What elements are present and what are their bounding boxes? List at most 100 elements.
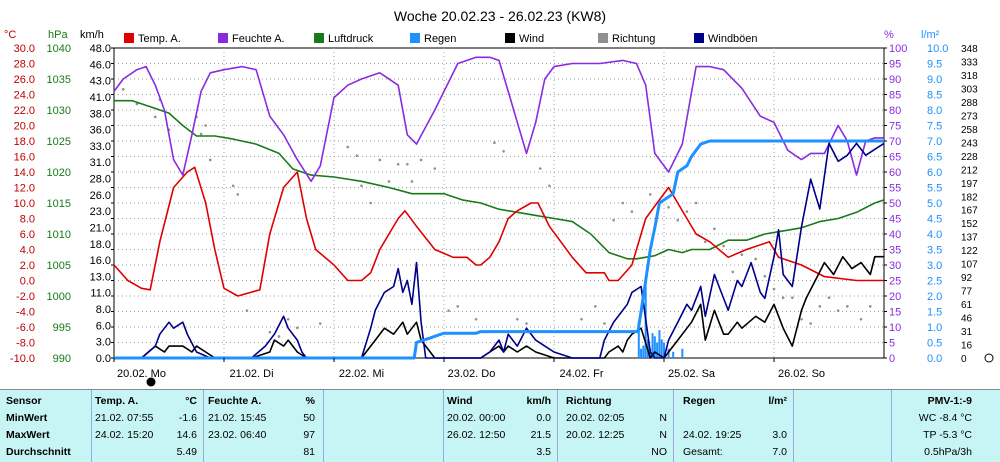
pressure-axis-tick-10: 1040 — [47, 43, 71, 55]
direction-axis-tick-11: 167 — [961, 206, 978, 217]
direction-axis-tick-6: 92 — [961, 273, 973, 284]
direction-axis-tick-3: 46 — [961, 314, 973, 325]
direction-axis-tick-0: 0 — [961, 354, 967, 365]
humidity-axis-tick-4: 20 — [889, 291, 901, 303]
x-label-4: 24.02. Fr — [559, 368, 603, 380]
legend-swatch-5 — [598, 33, 608, 43]
temp-axis-tick-12: 14.0 — [14, 167, 35, 179]
rain-axis-tick-8: 4.0 — [927, 229, 942, 241]
moon-phase-icon — [146, 377, 156, 387]
temp-axis-tick-5: 0.0 — [20, 276, 35, 288]
direction-dot-41 — [621, 201, 625, 205]
stats-humidity-max-time: 23.02. 06:40 — [208, 429, 267, 441]
stats-col-sensor: Sensor MinWert MaxWert Durchschnitt — [0, 390, 92, 462]
direction-axis-tick-22: 333 — [961, 57, 978, 68]
direction-dot-25 — [410, 180, 414, 183]
pressure-axis-tick-0: 990 — [53, 353, 71, 365]
stats-col-wind: Wind km/h 20.02. 00:00 0.0 26.02. 12:50 … — [444, 390, 558, 462]
rain-axis-tick-20: 10.0 — [927, 43, 948, 55]
rain-bar-11 — [663, 342, 665, 358]
direction-dot-35 — [538, 167, 542, 170]
humidity-axis-tick-7: 35 — [889, 245, 901, 257]
direction-dot-32 — [502, 150, 505, 153]
wind-axis-tick-19: 48.0 — [90, 43, 111, 55]
rain-bar-12 — [667, 348, 670, 358]
chart-title: Woche 20.02.23 - 26.02.23 (KW8) — [394, 8, 606, 24]
stats-wind-avg-value: 3.5 — [536, 446, 551, 458]
humidity-axis-unit: % — [884, 29, 894, 41]
humidity-axis-tick-11: 55 — [889, 183, 901, 195]
x-label-1: 21.02. Di — [229, 368, 273, 380]
series-line-regen — [114, 139, 884, 360]
legend-label-6: Windböen — [708, 33, 758, 45]
direction-axis-tick-5: 77 — [961, 287, 973, 298]
direction-dot-33 — [516, 317, 519, 321]
stats-direction-avg-value: NO — [651, 446, 667, 458]
stats-windchill: WC -8.4 °C — [918, 412, 972, 424]
direction-dot-6 — [199, 132, 203, 136]
humidity-axis-tick-19: 95 — [889, 59, 901, 71]
direction-dot-40 — [612, 218, 615, 222]
legend-swatch-6 — [694, 33, 704, 43]
direction-dot-37 — [580, 317, 583, 321]
x-axis-labels: 20.02. Mo 21.02. Di 22.02. Mi 23.02. Do 24.0… — [113, 358, 825, 380]
stats-temp-min-time: 21.02. 07:55 — [95, 412, 154, 424]
wind-axis-unit: km/h — [80, 29, 104, 41]
direction-axis-tick-20: 303 — [961, 84, 978, 95]
wind-axis-tick-14: 36.0 — [90, 125, 111, 137]
rain-axis-tick-18: 9.0 — [927, 74, 942, 86]
direction-dot-7 — [204, 124, 207, 127]
direction-dot-56 — [781, 296, 785, 300]
rain-axis-tick-16: 8.0 — [927, 105, 942, 117]
direction-axis-tick-21: 318 — [961, 71, 978, 82]
direction-dot-54 — [763, 274, 767, 278]
x-label-3: 23.02. Do — [448, 368, 496, 380]
rain-bar-6 — [651, 333, 654, 358]
stats-rain-header: Regen — [683, 395, 716, 407]
wind-axis-tick-1: 3.0 — [96, 337, 111, 349]
direction-dot-23 — [396, 162, 400, 166]
legend: Temp. A. Feuchte A. Luftdruck Regen Wind Rich… — [124, 33, 758, 45]
stats-col-humidity: Feuchte A. % 21.02. 15:45 50 23.02. 06:4… — [204, 390, 324, 462]
direction-dot-50 — [722, 244, 725, 248]
x-label-5: 25.02. Sa — [668, 368, 716, 380]
stats-rain-total-label: Gesamt: — [683, 446, 723, 458]
direction-dot-65 — [868, 305, 872, 308]
stats-temp-avg-value: 5.49 — [176, 446, 197, 458]
series-line-luftdruck — [114, 99, 885, 260]
direction-axis-tick-13: 197 — [961, 179, 978, 190]
humidity-axis-tick-6: 30 — [889, 260, 901, 272]
pressure-axis-tick-8: 1030 — [47, 105, 71, 117]
direction-dot-10 — [236, 193, 240, 196]
stats-temp-header: Temp. A. — [95, 395, 139, 407]
rain-axis-tick-6: 3.0 — [927, 260, 942, 272]
x-label-0: 20.02. Mo — [117, 368, 166, 380]
direction-dot-15 — [296, 326, 299, 330]
legend-label-4: Wind — [519, 33, 544, 45]
temp-axis-tick-14: 18.0 — [14, 136, 35, 148]
temp-axis-tick-0: -10.0 — [10, 353, 35, 365]
pressure-axis-unit: hPa — [48, 29, 68, 41]
wind-axis-tick-16: 41.0 — [90, 92, 111, 104]
direction-axis-tick-23: 348 — [961, 44, 978, 55]
pressure-axis-tick-7: 1025 — [47, 136, 71, 148]
rain-axis-tick-14: 7.0 — [927, 136, 942, 148]
temp-axis-tick-6: 2.0 — [20, 260, 35, 272]
direction-axis-tick-17: 258 — [961, 125, 978, 136]
temp-axis-unit: °C — [4, 29, 16, 41]
rain-bar-13 — [672, 351, 675, 358]
direction-dot-62 — [836, 309, 840, 312]
direction-axis-tick-9: 137 — [961, 233, 978, 244]
grid — [114, 48, 884, 358]
stats-row-max: MaxWert — [6, 429, 50, 441]
weather-chart: Woche 20.02.23 - 26.02.23 (KW8) Temp. A.… — [4, 8, 994, 387]
humidity-axis-tick-17: 85 — [889, 90, 901, 102]
direction-dot-28 — [447, 309, 450, 312]
stats-wind-unit: km/h — [526, 395, 551, 407]
stats-humidity-max-value: 97 — [303, 429, 315, 441]
stats-rain-unit: l/m² — [768, 395, 787, 407]
stats-wind-max-value: 21.5 — [530, 429, 551, 441]
legend-label-1: Feuchte A. — [232, 33, 285, 45]
direction-axis-tick-14: 212 — [961, 165, 978, 176]
temp-axis-tick-4: -2.0 — [16, 291, 35, 303]
